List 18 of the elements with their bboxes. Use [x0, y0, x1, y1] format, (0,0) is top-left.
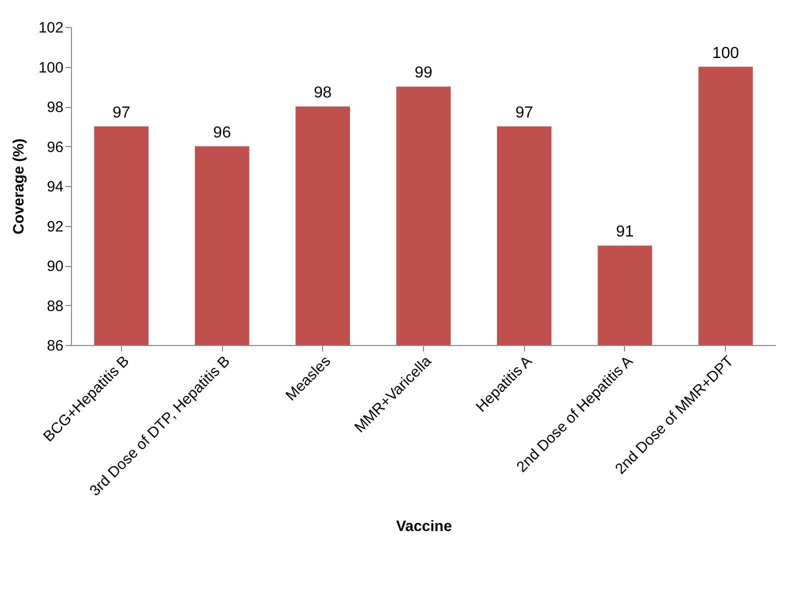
data-label: 96	[213, 124, 232, 142]
y-tick-label: 90	[46, 258, 64, 275]
y-tick-label: 96	[46, 138, 64, 156]
y-tick-label: 92	[46, 218, 64, 236]
data-label: 99	[414, 64, 432, 82]
y-tick-label: 100	[38, 59, 64, 76]
y-tick-label: 88	[46, 298, 64, 315]
data-label: 97	[112, 104, 130, 122]
y-axis-title: Coverage (%)	[10, 138, 28, 234]
y-tick-label: 86	[46, 338, 64, 354]
x-axis-title: Vaccine	[396, 518, 452, 535]
data-label: 98	[314, 84, 332, 102]
y-tick-label: 102	[38, 20, 64, 36]
y-tick-label: 94	[46, 178, 64, 196]
data-label: 91	[616, 224, 634, 241]
y-tick-label: 98	[46, 99, 64, 116]
data-label: 100	[712, 44, 740, 62]
data-label: 97	[515, 104, 534, 122]
